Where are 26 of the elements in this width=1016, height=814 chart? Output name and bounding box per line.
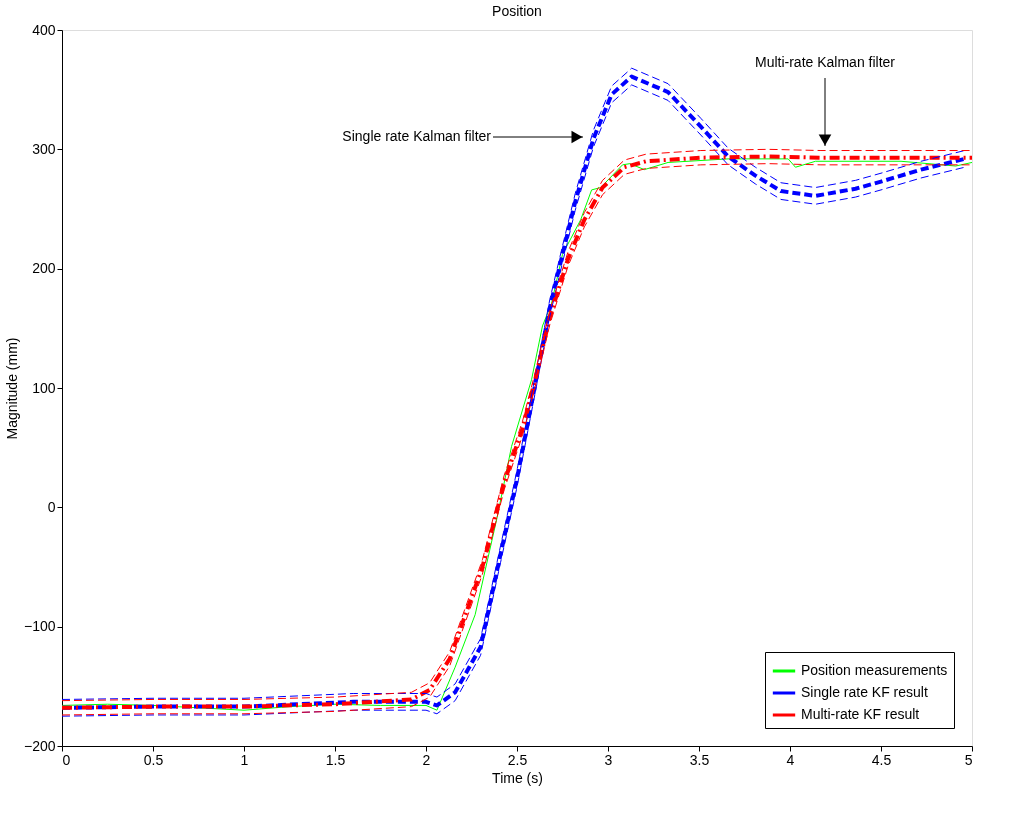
x-tick-label: 4: [786, 751, 795, 768]
y-tick-label: 300: [32, 140, 56, 157]
x-tick-label: 4.5: [871, 751, 892, 768]
x-tick-label: 2: [422, 751, 431, 768]
x-tick-label: 3: [604, 751, 613, 768]
legend-label: Multi-rate KF result: [801, 706, 920, 722]
annotation: Single rate Kalman filter: [342, 128, 492, 144]
y-axis-title: Magnitude (mm): [3, 337, 20, 440]
y-tick-label: 100: [32, 379, 56, 396]
x-tick-label: 2.5: [507, 751, 528, 768]
x-tick-label: 1: [240, 751, 249, 768]
x-axis-title: Time (s): [492, 769, 543, 786]
legend-label: Position measurements: [801, 662, 948, 678]
y-tick-label: 200: [32, 260, 56, 277]
x-tick-label: 0.5: [143, 751, 164, 768]
y-tick-label: −200: [23, 737, 56, 754]
legend-label: Single rate KF result: [801, 684, 928, 700]
x-tick-label: 1.5: [325, 751, 346, 768]
y-tick-label: 0: [47, 498, 56, 515]
y-tick-label: 400: [32, 21, 56, 38]
x-tick-label: 0: [62, 751, 71, 768]
annotation: Multi-rate Kalman filter: [754, 54, 896, 70]
y-tick-label: −100: [23, 618, 56, 635]
x-tick-label: 5: [964, 751, 973, 768]
x-tick-label: 3.5: [689, 751, 710, 768]
chart-title: Position: [492, 3, 542, 19]
